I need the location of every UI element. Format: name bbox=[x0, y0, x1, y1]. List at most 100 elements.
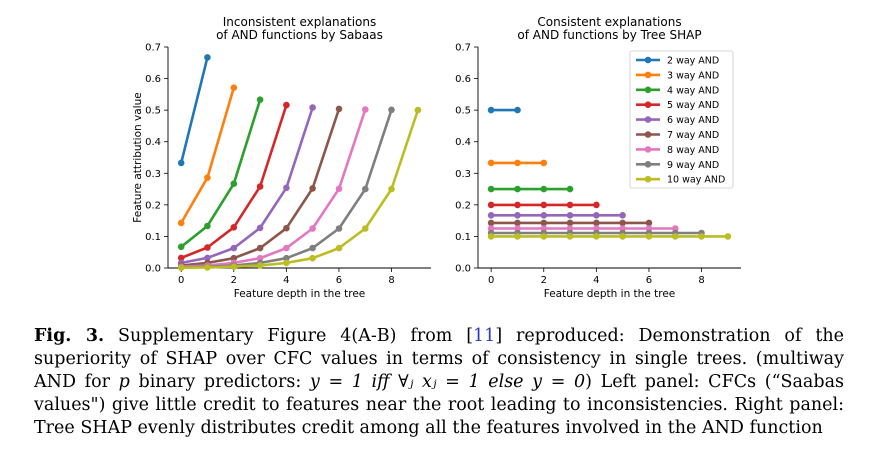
data-point bbox=[514, 159, 521, 167]
data-point bbox=[177, 219, 185, 227]
legend-marker bbox=[644, 101, 652, 108]
data-point bbox=[283, 254, 290, 262]
data-point bbox=[698, 233, 705, 240]
y-tick-label: 0.3 bbox=[145, 169, 161, 180]
data-point bbox=[230, 84, 238, 91]
data-point bbox=[256, 262, 264, 269]
data-point bbox=[540, 201, 548, 209]
data-point bbox=[645, 219, 653, 227]
legend-label: 5 way AND bbox=[667, 100, 719, 111]
y-axis-label: Feature attribution value bbox=[132, 92, 144, 222]
data-point bbox=[309, 254, 316, 262]
data-point bbox=[204, 54, 211, 61]
data-point bbox=[256, 244, 264, 252]
x-axis-label: Feature depth in the tree bbox=[234, 288, 366, 300]
data-point bbox=[566, 212, 574, 219]
data-point bbox=[362, 225, 369, 232]
data-point bbox=[487, 201, 495, 209]
series-line bbox=[180, 107, 314, 265]
chart-title: of AND functions by Sabaas bbox=[216, 28, 383, 42]
legend-marker bbox=[644, 146, 652, 153]
data-point bbox=[619, 212, 626, 219]
series-line bbox=[180, 87, 236, 224]
data-point bbox=[566, 185, 574, 193]
data-point bbox=[177, 243, 185, 251]
x-tick-label: 2 bbox=[231, 275, 237, 286]
y-tick-label: 0.4 bbox=[145, 137, 161, 148]
x-tick-label: 8 bbox=[388, 275, 394, 286]
data-point bbox=[487, 219, 495, 227]
data-point bbox=[204, 254, 211, 262]
x-tick-label: 0 bbox=[178, 275, 184, 286]
y-tick-label: 0.7 bbox=[455, 43, 471, 54]
data-point bbox=[256, 254, 264, 262]
data-point bbox=[309, 104, 316, 111]
data-point bbox=[204, 244, 211, 251]
y-tick-label: 0.4 bbox=[455, 137, 471, 148]
citation-link[interactable]: 11 bbox=[473, 326, 496, 346]
legend-label: 9 way AND bbox=[667, 160, 719, 171]
data-point bbox=[593, 201, 600, 209]
chart-title: of AND functions by Tree SHAP bbox=[517, 28, 701, 42]
series-line bbox=[180, 99, 262, 248]
legend-label: 3 way AND bbox=[667, 70, 719, 81]
data-point bbox=[283, 244, 290, 252]
data-point bbox=[414, 106, 422, 114]
data-point bbox=[283, 224, 290, 232]
data-point bbox=[388, 185, 395, 193]
y-tick-label: 0.0 bbox=[455, 264, 471, 275]
chart-title: Consistent explanations bbox=[537, 15, 681, 29]
caption-text: Supplementary Figure 4(A-B) from [ bbox=[104, 326, 474, 346]
data-point bbox=[593, 233, 600, 240]
legend-label: 7 way AND bbox=[667, 130, 719, 141]
data-point bbox=[514, 185, 521, 193]
legend-marker bbox=[644, 116, 652, 123]
data-point bbox=[256, 224, 264, 232]
data-point bbox=[283, 101, 290, 109]
legend-marker bbox=[644, 71, 652, 79]
legend-label: 6 way AND bbox=[667, 115, 719, 126]
legend-label: 2 way AND bbox=[667, 56, 719, 67]
y-tick-label: 0.2 bbox=[145, 200, 161, 211]
data-point bbox=[619, 233, 626, 240]
data-point bbox=[566, 201, 574, 209]
y-tick-label: 0.0 bbox=[145, 264, 161, 275]
data-point bbox=[177, 264, 185, 272]
data-point bbox=[283, 259, 290, 267]
data-point bbox=[335, 105, 343, 113]
data-point bbox=[309, 244, 316, 252]
data-point bbox=[204, 264, 211, 271]
data-point bbox=[514, 106, 521, 114]
data-point bbox=[514, 201, 521, 209]
x-tick-label: 4 bbox=[283, 275, 289, 286]
x-tick-label: 6 bbox=[336, 275, 342, 286]
data-point bbox=[487, 233, 495, 240]
data-point bbox=[204, 222, 211, 230]
x-tick-label: 6 bbox=[646, 275, 652, 286]
data-point bbox=[335, 244, 343, 252]
data-point bbox=[230, 180, 238, 187]
x-tick-label: 8 bbox=[698, 275, 704, 286]
data-point bbox=[230, 244, 238, 252]
legend-marker bbox=[644, 131, 652, 138]
data-point bbox=[230, 263, 238, 271]
data-point bbox=[540, 185, 548, 193]
data-point bbox=[487, 106, 495, 114]
data-point bbox=[309, 185, 316, 192]
data-point bbox=[514, 219, 521, 227]
legend-box bbox=[629, 50, 734, 189]
legend-label: 4 way AND bbox=[667, 85, 719, 96]
caption-text: ) Left panel: CFCs (“Saabas values") giv… bbox=[34, 372, 844, 438]
data-point bbox=[230, 254, 238, 262]
y-tick-label: 0.2 bbox=[455, 200, 471, 211]
series-line bbox=[179, 57, 209, 164]
x-tick-label: 2 bbox=[541, 275, 547, 286]
legend-marker bbox=[644, 86, 652, 94]
y-tick-label: 0.7 bbox=[145, 43, 161, 54]
legend-label: 10 way AND bbox=[667, 175, 725, 186]
y-tick-label: 0.1 bbox=[455, 232, 471, 243]
y-tick-label: 0.6 bbox=[145, 74, 161, 85]
data-point bbox=[593, 219, 600, 227]
